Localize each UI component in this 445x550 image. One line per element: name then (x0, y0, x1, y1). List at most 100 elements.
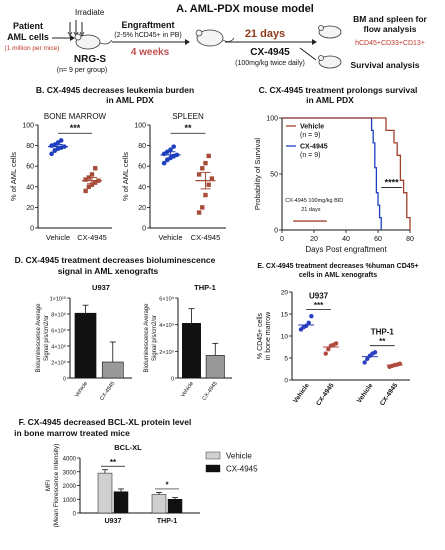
bar (167, 499, 183, 514)
treatment-duration: 21 days (245, 28, 285, 40)
panel-b-title-2: in AML PDX (106, 95, 154, 105)
significance-label: ** (379, 337, 386, 346)
panel-c: C. CX-4945 treatment prolongs survival i… (253, 85, 417, 254)
drug-label: CX-4945 (250, 47, 290, 58)
x-tick-label: 60 (374, 236, 382, 243)
y-tick-label: 100 (266, 116, 278, 123)
x-tick-label: CX-4945 (77, 233, 107, 242)
data-point (168, 147, 173, 153)
y-tick-label: 20 (281, 290, 289, 297)
y-axis-label: Probability of Survival (253, 138, 262, 210)
irradiate-icon (67, 20, 85, 37)
data-point (362, 360, 367, 365)
x-tick-label: CX-4945 (191, 233, 221, 242)
y-axis-label-2: (Mean Florescence Intensity) (53, 444, 60, 528)
chart-u937-bioluminescence: U937 0 2×10⁹ 4×10⁹ 6×10⁹ 8×10⁹ 1×10¹⁰ Biolumine… (36, 283, 132, 402)
x-tick-label: 80 (406, 236, 414, 243)
x-tick-label: 0 (280, 236, 284, 243)
y-tick-label: 8×10⁹ (51, 312, 66, 319)
chart-title: SPLEEN (172, 112, 204, 121)
y-tick-label: 10 (281, 334, 289, 341)
patient-aml-label: AML cells (7, 32, 49, 42)
data-point (196, 172, 202, 177)
y-tick-label: 0 (171, 377, 174, 383)
data-point (326, 347, 331, 352)
data-point (206, 182, 211, 187)
annotation-label: CX-4945 100mg/kg BID (285, 198, 343, 204)
y-axis-label-2: Signal p/s/cm2/sr (152, 315, 158, 361)
arrow-survival (299, 47, 317, 61)
x-tick-label: Vehicle (292, 382, 311, 405)
mouse-icon-2 (195, 29, 235, 47)
chart-title: U937 (92, 283, 110, 292)
y-tick-label: 3000 (63, 470, 77, 476)
patient-label: Patient (13, 21, 43, 31)
legend-n-label: (n = 9) (300, 152, 320, 159)
panel-e-title-2: cells in AML xenografts (299, 272, 377, 279)
bar (97, 472, 113, 514)
survival-analysis-label: Survival analysis (351, 60, 420, 70)
y-tick-label: 0 (63, 377, 66, 383)
bar (151, 494, 167, 514)
y-axis-label-2: Signal p/s/cm2/sr (44, 315, 50, 361)
legend-swatch (205, 464, 221, 473)
mouse-icon-4 (318, 55, 342, 69)
y-tick-label: 2000 (63, 484, 77, 490)
y-tick-label: 40 (26, 184, 34, 191)
y-tick-label: 80 (26, 143, 34, 150)
patient-dose-label: (1 million per mice) (5, 45, 60, 52)
y-axis-label-2: in bone marrow (265, 311, 272, 360)
y-tick-label: 100 (22, 123, 34, 130)
significance-label: *** (314, 301, 324, 310)
y-axis-label: % of AML cells (121, 152, 130, 201)
y-tick-label: 0 (142, 226, 146, 233)
x-axis-label: Days Post engraftment (305, 245, 387, 254)
x-tick-label: 20 (310, 236, 318, 243)
y-axis-label: % of AML cells (9, 152, 18, 201)
arrow-treatment (225, 39, 317, 45)
panel-b-title-1: B. CX-4945 decreases leukemia burden (36, 85, 194, 95)
y-axis-label: % CD45+ cells (257, 312, 264, 359)
y-tick-label: 60 (138, 164, 146, 171)
data-point (203, 160, 208, 166)
data-point (200, 205, 205, 210)
panel-d-title-1: D. CX-4945 treatment decreases biolumine… (15, 255, 216, 265)
data-point (171, 144, 177, 149)
panel-a: A. AML-PDX mouse model Irradiate Patient… (5, 3, 428, 74)
data-point (200, 166, 205, 171)
panel-a-title: A. AML-PDX mouse model (176, 3, 314, 15)
y-tick-label: 2×10⁹ (159, 349, 174, 356)
x-tick-label: CX-4945 (202, 381, 219, 402)
x-tick-label: 40 (342, 236, 350, 243)
data-point (89, 182, 95, 187)
y-tick-label: 1×10¹⁰ (50, 296, 67, 303)
legend-label: Vehicle (226, 452, 252, 461)
panel-d-title-2: signal in AML xenografts (58, 266, 159, 276)
data-point (333, 341, 339, 346)
engraftment-time: 4 weeks (131, 47, 170, 58)
panel-b: B. CX-4945 decreases leukemia burden in … (9, 85, 226, 242)
panel-c-title-2: in AML PDX (306, 95, 354, 105)
y-tick-label: 80 (138, 143, 146, 150)
y-tick-label: 20 (26, 205, 34, 212)
panel-e: E. CX-4945 treatment decreases %human CD… (257, 263, 419, 407)
significance-label: * (165, 480, 169, 489)
data-point (93, 180, 98, 185)
data-point (161, 160, 167, 166)
survival-line (282, 117, 382, 230)
irradiate-label: Irradiate (75, 8, 105, 17)
x-tick-label: U937 (105, 518, 122, 525)
legend-swatch (205, 451, 221, 460)
legend-label: CX-4945 (300, 144, 328, 151)
data-point (196, 210, 202, 215)
chart-bone-marrow: BONE MARROW 0 20 40 60 80 100 % of AML cells Veh… (9, 112, 112, 242)
strain-label: NRG-S (74, 54, 107, 65)
legend-n-label: (n = 9) (300, 132, 320, 139)
y-tick-label: 60 (26, 164, 34, 171)
survival-line (282, 117, 411, 230)
panel-c-title-1: C. CX-4945 treatment prolongs survival (259, 85, 418, 95)
panel-f: F. CX-4945 decreased BCL-XL protein leve… (14, 417, 258, 527)
bar (113, 491, 129, 514)
x-tick-label: CX-4945 (315, 382, 336, 407)
